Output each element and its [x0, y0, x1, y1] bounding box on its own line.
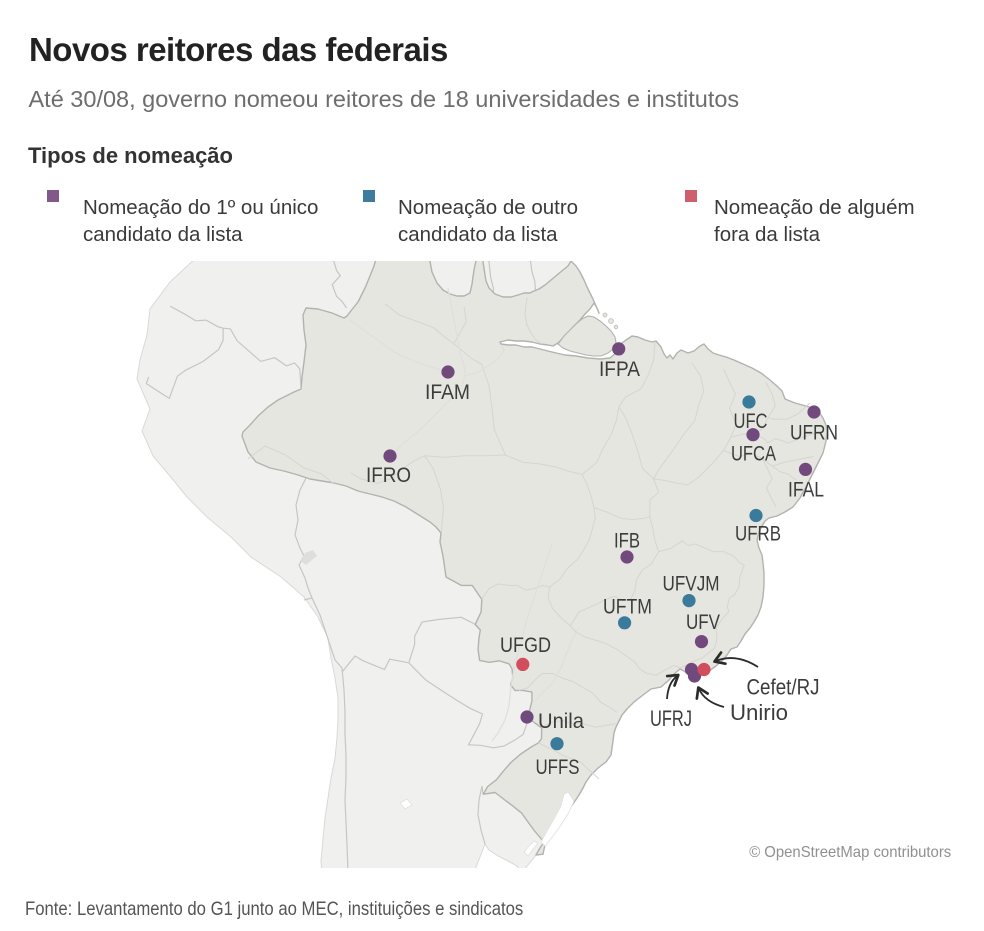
svg-text:Cefet/RJ: Cefet/RJ: [747, 675, 820, 700]
svg-text:UFGD: UFGD: [500, 634, 551, 657]
svg-text:UFVJM: UFVJM: [663, 572, 720, 595]
svg-text:IFAM: IFAM: [425, 381, 470, 404]
svg-text:IFB: IFB: [614, 530, 640, 553]
svg-text:UFRN: UFRN: [790, 422, 838, 445]
svg-text:IFRO: IFRO: [366, 464, 411, 487]
svg-text:UFCA: UFCA: [731, 442, 776, 465]
svg-text:UFTM: UFTM: [603, 596, 652, 619]
svg-text:UFC: UFC: [734, 410, 768, 433]
svg-text:UFRB: UFRB: [735, 523, 781, 546]
svg-text:IFAL: IFAL: [788, 478, 824, 501]
svg-text:Unila: Unila: [538, 710, 584, 733]
svg-text:UFRJ: UFRJ: [650, 706, 692, 731]
svg-text:IFPA: IFPA: [599, 358, 640, 381]
svg-text:UFV: UFV: [686, 611, 720, 634]
svg-text:UFFS: UFFS: [536, 756, 580, 779]
svg-text:Unirio: Unirio: [730, 700, 788, 725]
